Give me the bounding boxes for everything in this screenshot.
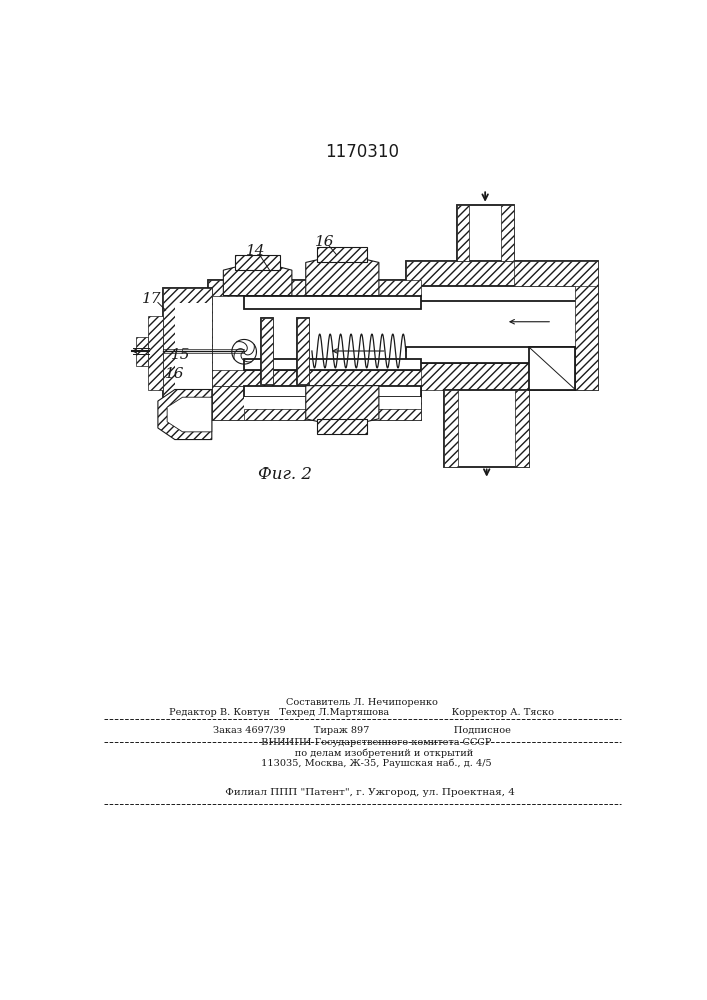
Polygon shape [167,397,212,432]
Text: по делам изобретений и открытий: по делам изобретений и открытий [251,748,473,758]
Text: 113035, Москва, Ж-35, Раушская наб., д. 4/5: 113035, Москва, Ж-35, Раушская наб., д. … [233,759,491,768]
Polygon shape [406,363,598,389]
Polygon shape [457,205,469,261]
Polygon shape [244,397,421,409]
Polygon shape [163,288,212,420]
Text: 1170310: 1170310 [325,143,399,161]
Text: Заказ 4697/39         Тираж 897                           Подписное: Заказ 4697/39 Тираж 897 Подписное [213,726,511,735]
Polygon shape [575,261,598,389]
Polygon shape [305,257,379,296]
Polygon shape [223,265,292,296]
Polygon shape [175,303,212,405]
Polygon shape [244,359,421,370]
Polygon shape [529,347,575,389]
Polygon shape [515,389,529,466]
Polygon shape [244,409,421,420]
Polygon shape [261,318,274,384]
Polygon shape [457,205,514,261]
Polygon shape [296,318,309,384]
Polygon shape [208,386,421,420]
Polygon shape [296,318,309,384]
Polygon shape [444,389,458,466]
Text: Составитель Л. Нечипоренко: Составитель Л. Нечипоренко [286,698,438,707]
Polygon shape [158,389,212,440]
Polygon shape [208,386,421,420]
Polygon shape [235,255,281,270]
Text: 17: 17 [142,292,161,306]
Polygon shape [208,280,421,296]
Polygon shape [163,288,212,420]
Polygon shape [305,386,379,424]
Polygon shape [444,389,529,466]
Polygon shape [406,286,598,301]
Polygon shape [244,309,421,359]
Polygon shape [148,316,163,389]
Polygon shape [406,261,598,389]
Polygon shape [317,247,368,262]
Text: ВНИИПИ Государственного комитета СССР: ВНИИПИ Государственного комитета СССР [233,738,491,747]
Text: Фиг. 2: Фиг. 2 [258,466,312,483]
Text: 15: 15 [171,348,191,362]
Polygon shape [244,296,421,309]
Polygon shape [514,261,598,286]
Polygon shape [136,337,148,366]
Text: 16: 16 [315,235,334,249]
Polygon shape [501,205,514,261]
Polygon shape [406,301,598,347]
Polygon shape [261,318,274,384]
Polygon shape [208,280,421,386]
Polygon shape [406,347,598,363]
Text: 16: 16 [165,367,185,381]
Text: Филиал ППП "Патент", г. Ужгород, ул. Проектная, 4: Филиал ППП "Патент", г. Ужгород, ул. Про… [209,788,515,797]
Polygon shape [244,386,421,397]
Polygon shape [317,419,368,434]
Text: 14: 14 [246,244,265,258]
Text: Редактор В. Ковтун   Техред Л.Мартяшова                    Корректор А. Тяско: Редактор В. Ковтун Техред Л.Мартяшова Ко… [170,708,554,717]
Polygon shape [244,386,421,409]
Polygon shape [208,370,421,386]
Polygon shape [406,261,598,286]
